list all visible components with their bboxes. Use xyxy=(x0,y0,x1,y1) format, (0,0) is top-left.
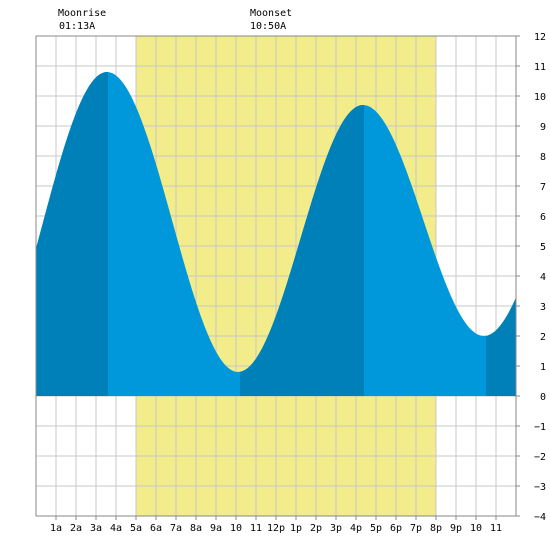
x-tick-label: 9p xyxy=(450,523,462,534)
x-tick-label: 1p xyxy=(290,523,302,534)
y-tick-label: 0 xyxy=(540,392,546,403)
x-tick-label: 10 xyxy=(230,523,242,534)
x-tick-label: 5p xyxy=(370,523,382,534)
y-tick-label: 4 xyxy=(540,272,546,283)
y-tick-label: 12 xyxy=(534,32,546,43)
x-tick-label: 4a xyxy=(110,523,122,534)
y-tick-label: 1 xyxy=(540,362,546,373)
tide-area-shaded-3 xyxy=(486,297,516,396)
y-tick-label: 7 xyxy=(540,182,546,193)
moonset-annotation: Moonset 10:50A xyxy=(250,8,292,32)
y-tick-label: −4 xyxy=(534,512,546,523)
x-tick-label: 8p xyxy=(430,523,442,534)
x-tick-label: 8a xyxy=(190,523,202,534)
y-tick-label: −1 xyxy=(534,422,546,433)
x-axis-ticks: 1a 2a 3a 4a 5a 6a 7a 8a 9a 10 11 12p 1p 2p 3p 4p 5p 6p 7p 8… xyxy=(50,516,502,534)
y-tick-label: 9 xyxy=(540,122,546,133)
moonset-time: 10:50A xyxy=(250,21,286,32)
x-tick-label: 4p xyxy=(350,523,362,534)
tide-area-shaded-2 xyxy=(240,105,364,397)
moonrise-label: Moonrise xyxy=(58,8,106,19)
tide-area xyxy=(36,72,516,397)
y-tick-label: 3 xyxy=(540,302,546,313)
tide-area-shaded-1 xyxy=(36,72,108,397)
x-tick-label: 9a xyxy=(210,523,222,534)
x-tick-label: 11 xyxy=(490,523,502,534)
y-tick-label: −3 xyxy=(534,482,546,493)
x-tick-label: 11 xyxy=(250,523,262,534)
moonrise-annotation: Moonrise 01:13A xyxy=(58,8,106,32)
x-tick-label: 7p xyxy=(410,523,422,534)
x-tick-label: 5a xyxy=(130,523,142,534)
moonrise-time: 01:13A xyxy=(59,21,95,32)
x-tick-label: 3a xyxy=(90,523,102,534)
x-tick-label: 1a xyxy=(50,523,62,534)
y-tick-label: 5 xyxy=(540,242,546,253)
x-tick-label: 2a xyxy=(70,523,82,534)
x-tick-label: 6a xyxy=(150,523,162,534)
x-tick-label: 6p xyxy=(390,523,402,534)
x-tick-label: 2p xyxy=(310,523,322,534)
x-tick-label: 10 xyxy=(470,523,482,534)
x-tick-label: 12p xyxy=(267,523,285,534)
y-tick-label: 11 xyxy=(534,62,546,73)
y-tick-label: 6 xyxy=(540,212,546,223)
y-tick-label: −2 xyxy=(534,452,546,463)
x-tick-label: 3p xyxy=(330,523,342,534)
x-tick-label: 7a xyxy=(170,523,182,534)
y-tick-label: 8 xyxy=(540,152,546,163)
y-tick-label: 10 xyxy=(534,92,546,103)
tide-series xyxy=(36,72,516,397)
moonset-label: Moonset xyxy=(250,8,292,19)
y-tick-label: 2 xyxy=(540,332,546,343)
